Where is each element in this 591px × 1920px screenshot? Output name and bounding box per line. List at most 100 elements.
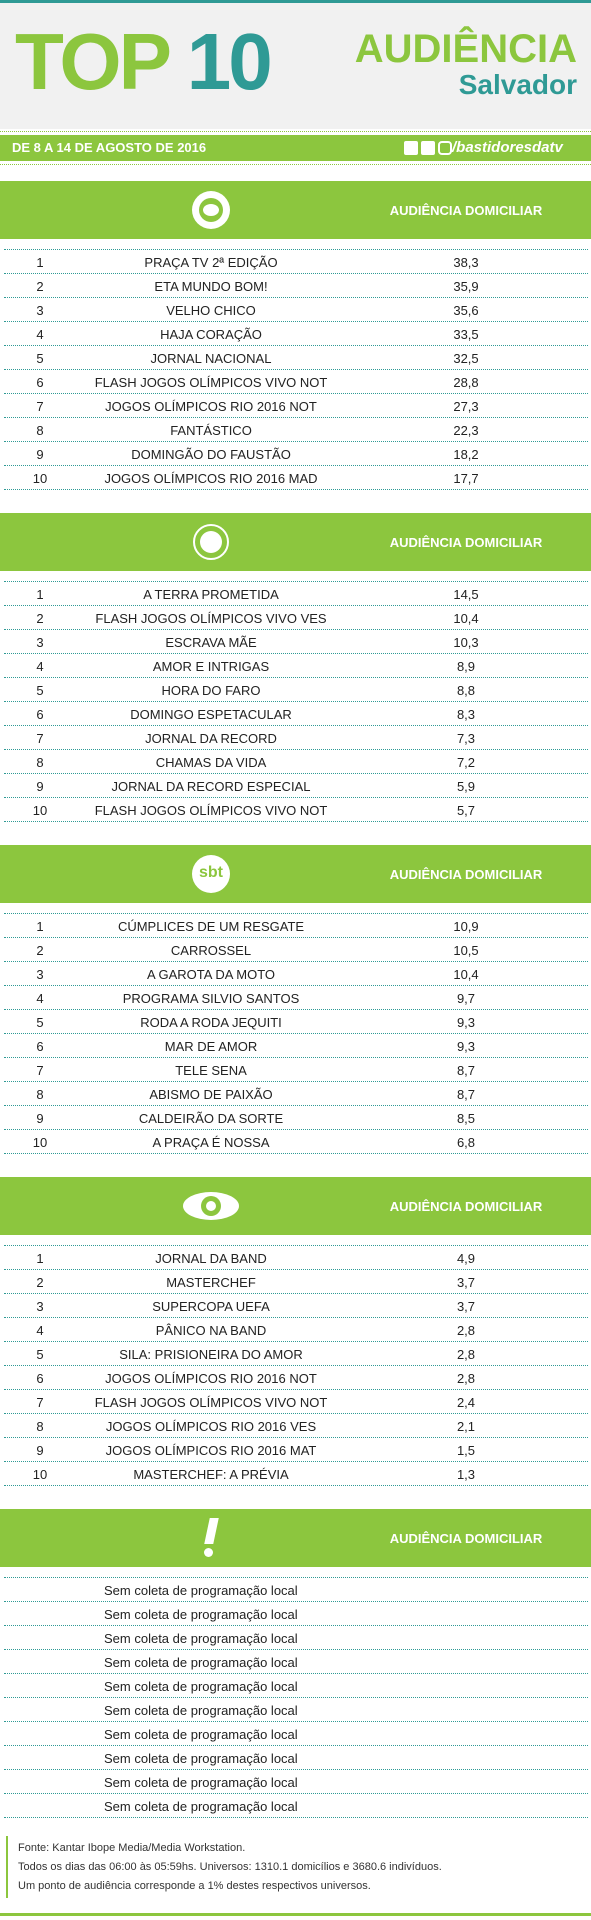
note: Sem coleta de programação local — [104, 1607, 298, 1622]
rank: 3 — [36, 303, 44, 318]
rating: 3,7 — [456, 1299, 476, 1314]
note: Sem coleta de programação local — [104, 1751, 298, 1766]
rank: 5 — [36, 1015, 44, 1030]
rating: 7,2 — [456, 755, 476, 770]
program: MAR DE AMOR — [164, 1039, 258, 1054]
program: CHAMAS DA VIDA — [155, 755, 267, 770]
handle: /bastidoresdatv — [452, 139, 563, 156]
rank: 7 — [36, 399, 44, 414]
row-rule — [4, 725, 588, 726]
row-rule — [4, 773, 588, 774]
globo-logo-core — [203, 204, 219, 216]
program: JOGOS OLÍMPICOS RIO 2016 NOT — [105, 1371, 317, 1386]
footer-line: Todos os dias das 06:00 às 05:59hs. Univ… — [18, 1861, 442, 1873]
row-rule — [4, 1721, 588, 1722]
rank: 10 — [32, 1135, 48, 1150]
row-rule — [4, 297, 588, 298]
rank: 6 — [36, 707, 44, 722]
footer-line: Fonte: Kantar Ibope Media/Media Workstat… — [18, 1842, 246, 1854]
program: FANTÁSTICO — [170, 423, 252, 438]
top-rule — [0, 0, 591, 3]
rank: 2 — [36, 279, 44, 294]
note: Sem coleta de programação local — [104, 1775, 298, 1790]
row-rule — [4, 1057, 588, 1058]
rating: 8,3 — [456, 707, 476, 722]
date-bar — [0, 135, 591, 161]
rating: 8,7 — [456, 1063, 476, 1078]
program: CALDEIRÃO DA SORTE — [138, 1111, 284, 1126]
rating: 22,3 — [453, 423, 479, 438]
rank: 6 — [36, 375, 44, 390]
rating: 6,8 — [456, 1135, 476, 1150]
rating: 8,9 — [456, 659, 476, 674]
row-rule — [4, 1105, 588, 1106]
rating: 2,1 — [456, 1419, 476, 1434]
instagram-icon — [438, 141, 452, 155]
rating: 14,5 — [453, 587, 479, 602]
header-bg — [0, 3, 591, 129]
note: Sem coleta de programação local — [104, 1631, 298, 1646]
section-heading: AUDIÊNCIA DOMICILIAR — [389, 867, 543, 882]
note: Sem coleta de programação local — [104, 1703, 298, 1718]
rank: 9 — [36, 1111, 44, 1126]
rank: 5 — [36, 1347, 44, 1362]
program: PROGRAMA SILVIO SANTOS — [122, 991, 300, 1006]
rank: 10 — [32, 471, 48, 486]
row-rule — [4, 1033, 588, 1034]
program: FLASH JOGOS OLÍMPICOS VIVO NOT — [94, 375, 328, 390]
program: ESCRAVA MÃE — [165, 635, 257, 650]
rating: 2,4 — [456, 1395, 476, 1410]
row-rule — [4, 1461, 588, 1462]
row-rule — [4, 369, 588, 370]
row-rule — [4, 961, 588, 962]
row-rule — [4, 1485, 588, 1486]
row-rule — [4, 345, 588, 346]
rank: 2 — [36, 943, 44, 958]
sbt-logo — [192, 855, 230, 893]
row-rule — [4, 1245, 588, 1246]
row-rule — [4, 653, 588, 654]
program: DOMINGÃO DO FAUSTÃO — [131, 447, 291, 462]
rating: 7,3 — [456, 731, 476, 746]
rank: 1 — [36, 587, 44, 602]
program: RODA A RODA JEQUITI — [140, 1015, 282, 1030]
program: A TERRA PROMETIDA — [143, 587, 279, 602]
title-number: 10 — [186, 17, 273, 106]
rating: 10,5 — [453, 943, 479, 958]
rating: 38,3 — [453, 255, 479, 270]
rating: 3,7 — [456, 1275, 476, 1290]
row-rule — [4, 1365, 588, 1366]
section-heading: AUDIÊNCIA DOMICILIAR — [389, 203, 543, 218]
row-rule — [4, 1601, 588, 1602]
row-rule — [4, 1293, 588, 1294]
program: JOGOS OLÍMPICOS RIO 2016 MAD — [104, 471, 318, 486]
row-rule — [4, 701, 588, 702]
row-rule — [4, 913, 588, 914]
program: VELHO CHICO — [166, 303, 256, 318]
rating: 8,5 — [456, 1111, 476, 1126]
footer-line: Um ponto de audiência corresponde a 1% d… — [18, 1880, 371, 1892]
rank: 10 — [32, 803, 48, 818]
row-rule — [4, 1769, 588, 1770]
note: Sem coleta de programação local — [104, 1727, 298, 1742]
program: HAJA CORAÇÃO — [160, 327, 262, 342]
rank: 4 — [36, 991, 44, 1006]
rating: 10,4 — [453, 611, 479, 626]
row-rule — [4, 629, 588, 630]
rank: 6 — [36, 1039, 44, 1054]
row-rule — [4, 1625, 588, 1626]
rank: 9 — [36, 1443, 44, 1458]
alert-logo-dot — [204, 1548, 213, 1557]
program: JORNAL NACIONAL — [150, 351, 272, 366]
program: JORNAL DA BAND — [155, 1251, 267, 1266]
period: DE 8 A 14 DE AGOSTO DE 2016 — [12, 140, 207, 155]
rank: 3 — [36, 967, 44, 982]
rank: 8 — [36, 1087, 44, 1102]
program: HORA DO FARO — [161, 683, 261, 698]
record-logo — [193, 524, 229, 560]
row-rule — [4, 1389, 588, 1390]
program: CÚMPLICES DE UM RESGATE — [117, 919, 305, 934]
city: Salvador — [458, 69, 577, 100]
program: JOGOS OLÍMPICOS RIO 2016 NOT — [105, 399, 317, 414]
note: Sem coleta de programação local — [104, 1799, 298, 1814]
